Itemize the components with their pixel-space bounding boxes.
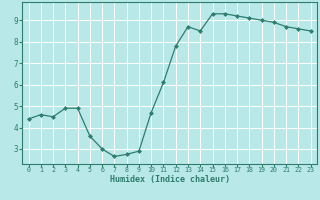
X-axis label: Humidex (Indice chaleur): Humidex (Indice chaleur) [110, 175, 230, 184]
